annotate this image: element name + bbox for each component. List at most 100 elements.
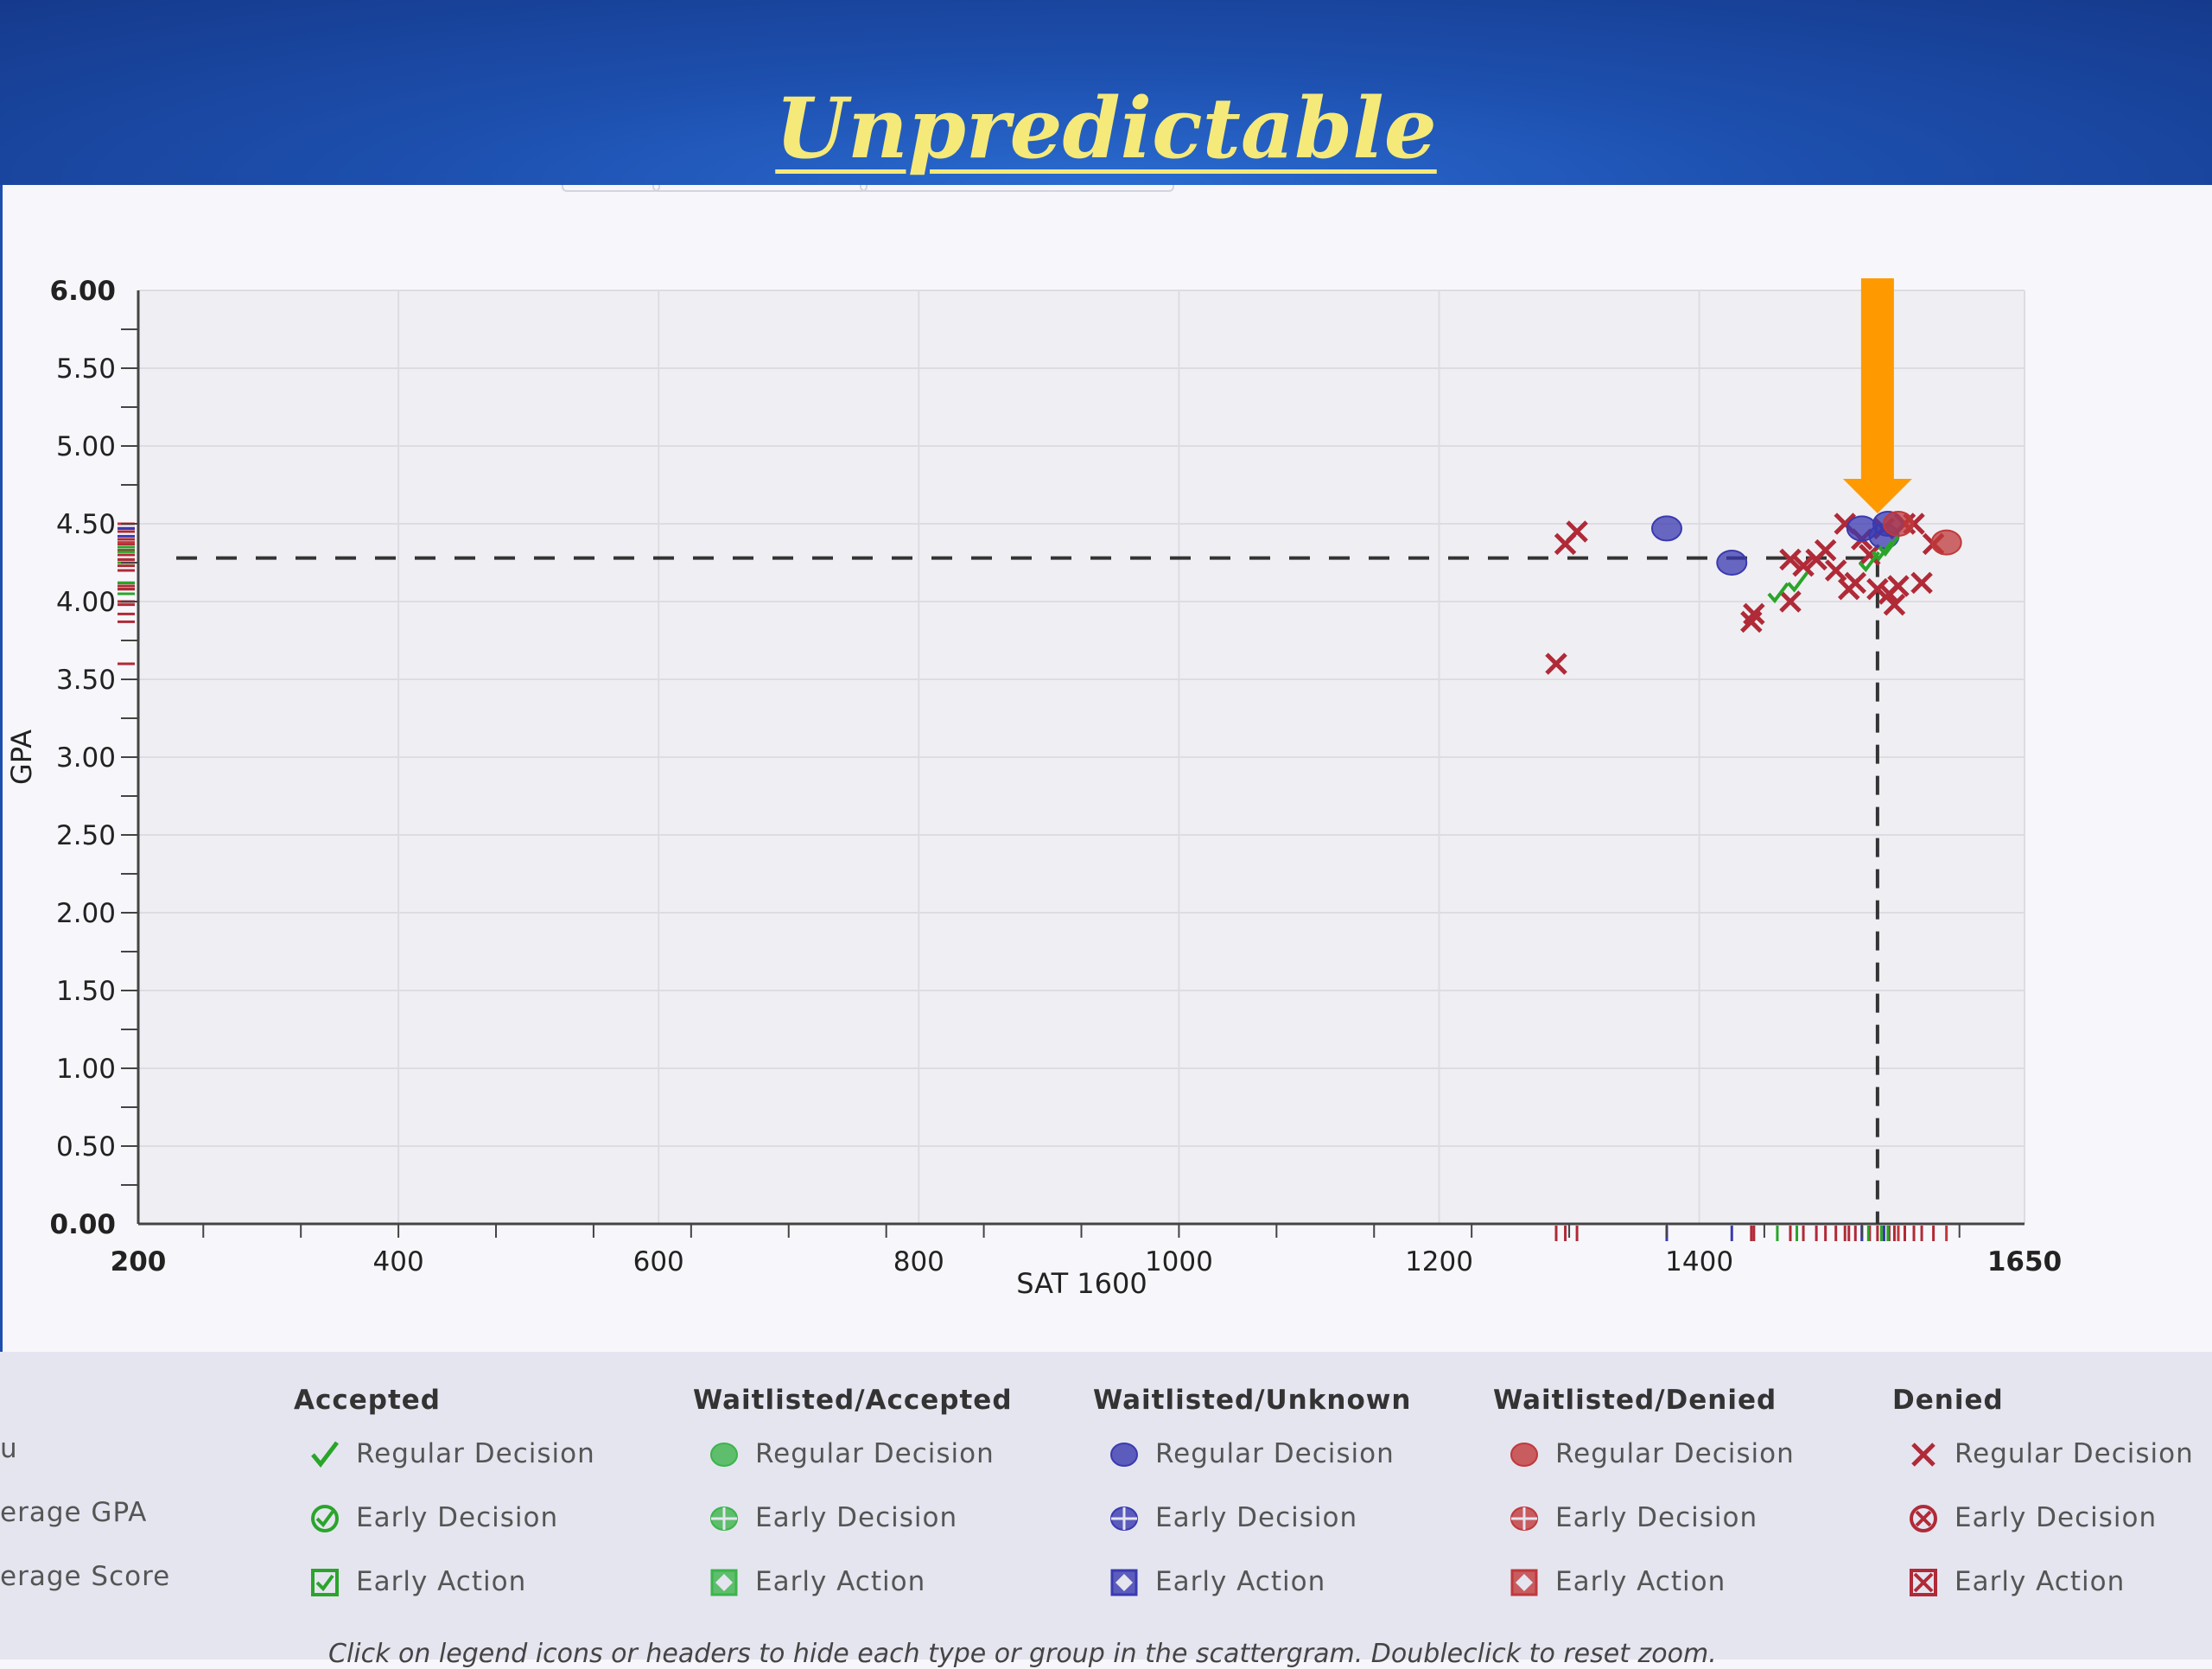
denied-regular-point[interactable]	[1792, 554, 1815, 577]
x-tick-label: 800	[893, 1246, 944, 1277]
point-stroke	[1814, 538, 1837, 562]
point-stroke	[1779, 548, 1802, 571]
legend-marker-icon[interactable]	[1107, 1565, 1141, 1600]
accepted-regular-point[interactable]	[1787, 571, 1809, 593]
point-stroke	[1834, 513, 1857, 535]
y-tick-label: 1.50	[56, 976, 116, 1007]
legend-item-label[interactable]: Early Decision	[1955, 1502, 2158, 1533]
accepted-regular-point[interactable]	[1767, 582, 1789, 604]
x-tick-label: 1000	[1145, 1246, 1213, 1277]
reference-lines	[176, 556, 1879, 1224]
left-edge-strip	[0, 185, 3, 1659]
denied-regular-point[interactable]	[1910, 571, 1933, 595]
x-tick-label: 1400	[1665, 1246, 1733, 1277]
denied-regular-point[interactable]	[1779, 590, 1802, 613]
y-tick-label: 3.50	[56, 665, 116, 696]
legend-header-wl-unknown[interactable]: Waitlisted/Unknown	[1093, 1385, 1412, 1416]
waitlisted-unknown-point[interactable]	[1716, 550, 1748, 576]
waitlisted-denied-point[interactable]	[1930, 529, 1962, 556]
legend-marker-icon[interactable]	[308, 1565, 342, 1600]
y-tick-label: 1.00	[56, 1054, 116, 1085]
point-stroke	[1866, 577, 1889, 601]
denied-regular-point[interactable]	[1844, 571, 1867, 595]
legend-item-label[interactable]: Early Action	[1955, 1566, 2126, 1597]
y-tick-label: 4.00	[56, 587, 116, 618]
legend-marker-icon[interactable]	[308, 1437, 342, 1472]
legend-left-label[interactable]: u	[0, 1433, 18, 1464]
point-stroke	[1824, 559, 1847, 582]
point-stroke	[1859, 544, 1881, 566]
legend-marker-icon[interactable]	[707, 1501, 741, 1536]
legend-item-label[interactable]: Early Decision	[755, 1502, 958, 1533]
legend-item-label[interactable]: Regular Decision	[1155, 1438, 1395, 1469]
legend-item-label[interactable]: Regular Decision	[1955, 1438, 2194, 1469]
legend-header-wl-accepted[interactable]: Waitlisted/Accepted	[693, 1385, 1013, 1416]
accepted-regular-point[interactable]	[1878, 535, 1900, 557]
scattergram[interactable]: 0.00 0.50 1.00 1.50 2.00 2.50 3.00 3.50 4.00 4.50…	[0, 197, 2212, 1352]
legend-marker-icon[interactable]	[1906, 1565, 1941, 1600]
legend-left-label[interactable]: erage Score	[0, 1561, 171, 1592]
legend-marker-icon[interactable]	[707, 1565, 741, 1600]
legend-marker-icon[interactable]	[308, 1501, 342, 1536]
cropped-control	[652, 185, 868, 192]
cropped-control	[562, 185, 660, 192]
y-tick-label: 3.00	[56, 742, 116, 774]
legend-item-label[interactable]: Early Action	[755, 1566, 926, 1597]
legend-item-label[interactable]: Early Decision	[1555, 1502, 1758, 1533]
legend-item-label[interactable]: Early Action	[1155, 1566, 1326, 1597]
legend-left-label[interactable]: erage GPA	[0, 1497, 148, 1528]
legend-marker-icon[interactable]	[1507, 1501, 1541, 1536]
waitlisted-denied-point[interactable]	[1882, 511, 1914, 537]
legend-marker-icon[interactable]	[1507, 1437, 1541, 1472]
legend-item-label[interactable]: Regular Decision	[1555, 1438, 1795, 1469]
waitlisted-unknown-point[interactable]	[1650, 515, 1682, 542]
point-stroke	[1910, 571, 1933, 595]
rug-marks	[118, 522, 1948, 1241]
x-tick-label: 200	[111, 1246, 167, 1277]
denied-regular-point[interactable]	[1859, 544, 1881, 566]
denied-regular-point[interactable]	[1866, 577, 1889, 601]
y-tick-label: 0.50	[56, 1131, 116, 1163]
legend-marker-icon[interactable]	[1107, 1437, 1141, 1472]
arrow-shaft	[1860, 278, 1894, 481]
legend-header-denied[interactable]: Denied	[1892, 1385, 2004, 1416]
point-stroke	[1844, 571, 1867, 595]
denied-regular-point[interactable]	[1743, 602, 1765, 626]
y-tick-label: 2.50	[56, 820, 116, 851]
legend-note: Click on legend icons or headers to hide…	[328, 1639, 1717, 1669]
legend-item-label[interactable]: Regular Decision	[755, 1438, 995, 1469]
legend-item-label[interactable]: Early Action	[356, 1566, 527, 1597]
legend-item-label[interactable]: Regular Decision	[356, 1438, 595, 1469]
legend-item-label[interactable]: Early Decision	[356, 1502, 559, 1533]
denied-regular-point[interactable]	[1779, 548, 1802, 571]
legend-marker-icon[interactable]	[1107, 1501, 1141, 1536]
denied-regular-point[interactable]	[1814, 538, 1837, 562]
x-tick-label: 1650	[1987, 1246, 2062, 1277]
denied-regular-point[interactable]	[1545, 653, 1567, 675]
denied-regular-point[interactable]	[1824, 559, 1847, 582]
point-stroke	[1883, 593, 1906, 616]
cropped-control	[860, 185, 1174, 192]
legend-item-label[interactable]: Early Action	[1555, 1566, 1726, 1597]
legend-marker-icon[interactable]	[1906, 1501, 1941, 1536]
legend-marker-icon[interactable]	[1507, 1565, 1541, 1600]
slide-title: Unpredictable	[775, 80, 1437, 177]
point-stroke	[1779, 590, 1802, 613]
axes	[121, 290, 2024, 1238]
y-tick-label: 6.00	[50, 276, 117, 307]
denied-regular-point[interactable]	[1887, 575, 1910, 597]
x-axis-label: SAT 1600	[1016, 1267, 1147, 1300]
y-tick-label: 2.00	[56, 898, 116, 929]
legend-item-label[interactable]: Early Decision	[1155, 1502, 1358, 1533]
denied-regular-point[interactable]	[1883, 593, 1906, 616]
legend-marker-icon[interactable]	[1906, 1437, 1941, 1472]
legend-header-accepted[interactable]: Accepted	[294, 1385, 441, 1416]
data-points[interactable]	[1545, 511, 1962, 675]
legend-header-wl-denied[interactable]: Waitlisted/Denied	[1493, 1385, 1777, 1416]
legend-marker-icon[interactable]	[707, 1437, 741, 1472]
y-tick-label: 0.00	[50, 1209, 117, 1240]
denied-regular-point[interactable]	[1566, 520, 1588, 543]
accepted-regular-point[interactable]	[1858, 551, 1880, 573]
x-tick-label: 1200	[1405, 1246, 1473, 1277]
accepted-regular-point[interactable]	[1871, 540, 1893, 562]
